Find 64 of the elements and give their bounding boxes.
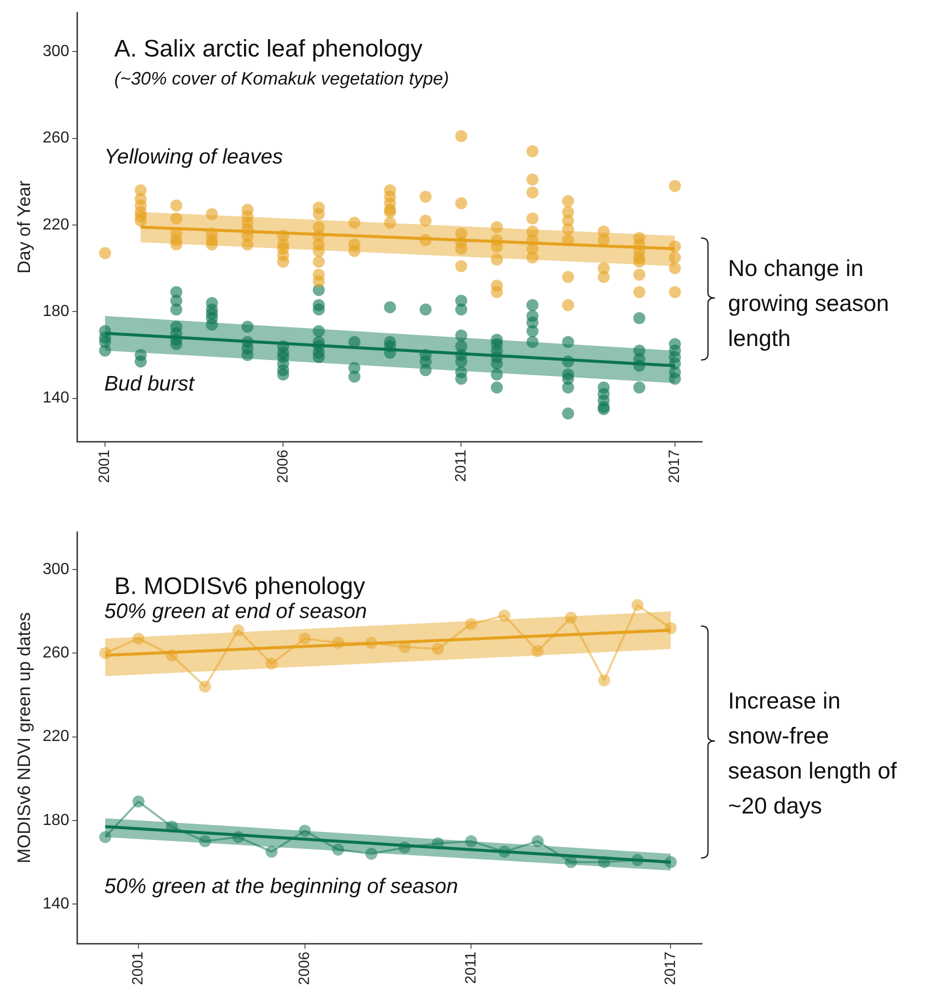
point — [564, 856, 577, 868]
y-tick-label: 260 — [42, 130, 70, 147]
point — [598, 674, 610, 686]
y-tick-label: 220 — [42, 728, 70, 746]
point — [432, 643, 444, 656]
y-tick-label: 300 — [42, 561, 70, 578]
point — [498, 610, 510, 622]
point — [631, 854, 644, 866]
x-tick-label: 2006 — [296, 952, 313, 986]
text: B. MODISv6 phenology — [114, 573, 366, 600]
point — [532, 645, 544, 658]
point — [332, 844, 344, 856]
series-label: Bud burst — [104, 372, 196, 396]
point — [199, 680, 212, 693]
point — [166, 820, 178, 833]
y-axis-title: Day of Year — [14, 180, 34, 274]
text: Increase in snow-free season length of ~20 days — [728, 688, 898, 818]
x-tick-label: 2017 — [666, 450, 684, 484]
text: A. Salix arctic leaf phenology — [114, 36, 422, 63]
y-tick-label: 140 — [42, 390, 70, 407]
y-tick-label: 180 — [42, 303, 70, 320]
point — [664, 622, 677, 634]
x-tick-label: 2006 — [274, 450, 292, 484]
point — [99, 647, 112, 660]
point — [332, 636, 344, 649]
point — [365, 636, 378, 649]
point — [432, 837, 444, 850]
point — [298, 824, 311, 837]
point — [266, 846, 278, 858]
series-label: Yellowing of leaves — [104, 146, 284, 169]
point — [166, 649, 178, 662]
y-axis-title: MODISv6 NDVI green up dates — [14, 612, 34, 864]
point — [298, 632, 311, 645]
point — [398, 842, 411, 854]
point — [664, 856, 677, 868]
text: (~30% cover of Komakuk vegetation type) — [114, 68, 449, 89]
point — [631, 599, 644, 612]
x-tick-label: 2011 — [462, 952, 480, 984]
point — [465, 835, 478, 848]
x-tick-label: 2001 — [96, 450, 114, 484]
point — [465, 618, 478, 630]
y-tick-label: 220 — [42, 216, 70, 234]
point — [99, 831, 112, 844]
y-tick-label: 300 — [42, 43, 70, 60]
y-tick-label: 260 — [42, 644, 70, 662]
point — [532, 835, 544, 848]
text: No change in growing season length — [728, 255, 890, 351]
point — [498, 846, 510, 858]
point — [365, 848, 378, 860]
x-tick-label: 2001 — [130, 952, 147, 986]
point — [564, 612, 577, 624]
x-tick-label: 2017 — [662, 952, 679, 986]
y-tick-label: 180 — [42, 812, 70, 829]
point — [132, 632, 144, 645]
x-tick-label: 2011 — [452, 450, 470, 482]
series-label: 50% green at the beginning of season — [104, 875, 458, 898]
point — [199, 835, 212, 848]
series-label: 50% green at end of season — [104, 600, 367, 623]
point — [266, 658, 278, 670]
point — [598, 856, 610, 868]
point — [132, 796, 144, 808]
point — [232, 831, 244, 844]
point — [232, 624, 244, 636]
y-tick-label: 140 — [42, 895, 70, 912]
